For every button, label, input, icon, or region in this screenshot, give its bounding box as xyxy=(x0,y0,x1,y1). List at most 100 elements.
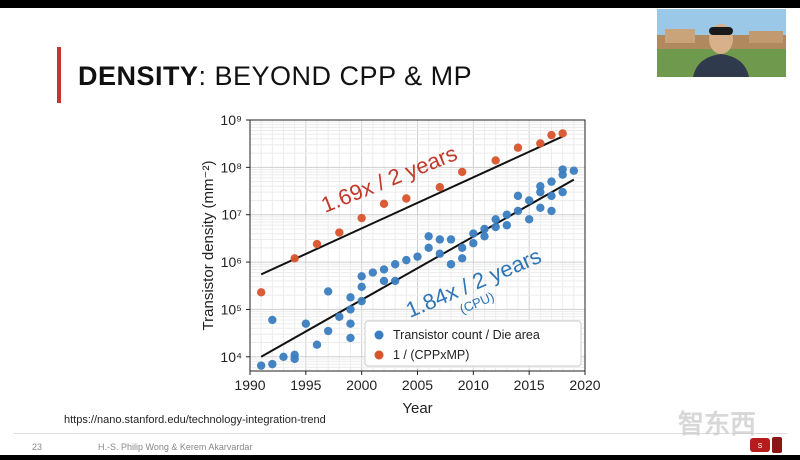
blue-data-point xyxy=(256,361,266,370)
chart-legend: Transistor count / Die area 1 / (CPPxMP) xyxy=(364,320,582,367)
x-tick-label: 1990 xyxy=(234,377,265,393)
blue-data-point xyxy=(536,182,545,191)
title-rest: : BEYOND CPP & MP xyxy=(198,61,473,91)
footer-divider xyxy=(14,433,787,434)
x-tick-label: 2020 xyxy=(569,377,600,393)
blue-data-point xyxy=(502,221,512,230)
blue-data-point xyxy=(301,319,311,328)
speaker-video-thumbnail[interactable] xyxy=(657,9,786,77)
blue-data-point xyxy=(524,215,534,224)
density-chart: 1990 1995 2000 2005 2010 2015 2020 10⁴ 10⁵ 10⁶ 10⁷… xyxy=(200,112,601,417)
watermark-logo: 智东西 xyxy=(678,409,757,439)
blue-data-point xyxy=(390,276,400,286)
red-data-point xyxy=(290,254,299,263)
blue-data-point xyxy=(435,235,445,244)
legend-marker-blue xyxy=(374,330,384,340)
source-url: https://nano.stanford.edu/technology-int… xyxy=(64,414,326,426)
blue-data-point xyxy=(312,340,322,349)
x-tick-label: 2010 xyxy=(458,377,489,393)
y-tick-label: 10⁷ xyxy=(221,207,242,223)
blue-data-point xyxy=(558,187,567,197)
red-data-point xyxy=(335,228,344,237)
legend-box xyxy=(364,320,582,367)
blue-data-point xyxy=(357,296,366,306)
blue-data-point xyxy=(558,165,567,174)
data-points xyxy=(256,129,579,370)
x-tick-label: 1995 xyxy=(290,377,321,393)
webcam-feed-icon xyxy=(657,9,786,77)
legend-label-blue: Transistor count / Die area xyxy=(393,328,540,342)
title-accent-bar xyxy=(57,47,61,103)
blue-data-point xyxy=(457,254,467,263)
blue-data-point xyxy=(290,350,299,360)
y-tick-label: 10⁴ xyxy=(220,349,242,365)
x-axis-label: Year xyxy=(402,400,432,417)
blue-data-point xyxy=(513,191,523,201)
red-data-point xyxy=(457,167,467,177)
legend-label-red: 1 / (CPPxMP) xyxy=(393,348,469,362)
legend-marker-red xyxy=(374,350,384,360)
chart-grid xyxy=(249,119,586,371)
red-data-point xyxy=(536,139,545,148)
blue-data-point xyxy=(323,287,333,296)
blue-data-point xyxy=(446,260,456,269)
red-data-point xyxy=(513,143,523,152)
blue-data-point xyxy=(390,260,400,269)
blue-data-point xyxy=(335,312,344,321)
blue-data-point xyxy=(569,166,579,175)
y-tick-label: 10⁵ xyxy=(221,301,242,317)
blue-data-point xyxy=(402,255,411,265)
blue-data-point xyxy=(491,222,500,232)
red-data-point xyxy=(558,129,567,138)
blue-data-point xyxy=(457,243,467,253)
x-tick-label: 2005 xyxy=(402,377,433,393)
university-logo-icon: S xyxy=(750,437,782,453)
blue-data-point xyxy=(346,319,355,328)
blue-data-point xyxy=(524,196,534,205)
red-data-point xyxy=(491,156,500,165)
blue-data-point xyxy=(502,210,512,219)
red-data-point xyxy=(379,199,389,209)
blue-data-point xyxy=(469,229,478,238)
red-data-point xyxy=(435,183,445,192)
blue-data-point xyxy=(268,315,277,325)
y-tick-label: 10⁹ xyxy=(220,112,242,128)
blue-data-point xyxy=(413,252,422,261)
blue-data-point xyxy=(446,235,456,244)
blue-data-point xyxy=(424,243,433,253)
x-tick-label: 2015 xyxy=(514,377,545,393)
blue-data-point xyxy=(435,249,445,258)
red-data-point xyxy=(357,213,366,223)
blue-data-point xyxy=(469,239,478,248)
blue-data-point xyxy=(491,215,500,224)
blue-data-point xyxy=(547,191,556,201)
blue-data-point xyxy=(346,293,355,302)
blue-data-point xyxy=(268,359,277,369)
red-data-point xyxy=(256,288,266,297)
blue-data-point xyxy=(547,177,556,186)
blue-data-point xyxy=(323,326,333,336)
red-data-point xyxy=(312,239,322,249)
blue-data-point xyxy=(357,282,366,292)
blue-data-point xyxy=(513,206,523,216)
blue-data-point xyxy=(536,203,545,212)
blue-data-point xyxy=(536,187,545,197)
blue-data-point xyxy=(346,333,355,343)
blue-data-point xyxy=(368,268,378,277)
y-tick-label: 10⁸ xyxy=(221,159,243,175)
title-bold: DENSITY xyxy=(78,61,199,91)
slide: DENSITY: BEYOND CPP & MP 1990 1995 2000 200… xyxy=(0,8,800,455)
red-data-point xyxy=(402,194,411,203)
blue-data-point xyxy=(346,305,355,314)
blue-data-point xyxy=(279,352,288,361)
blue-data-point xyxy=(480,232,489,241)
page-number: 23 xyxy=(32,442,43,452)
red-trend-line xyxy=(260,135,564,276)
y-axis-label: Transistor density (mm⁻²) xyxy=(200,161,217,331)
red-data-point xyxy=(547,130,556,140)
footer-authors: H.-S. Philip Wong & Kerem Akarvardar xyxy=(98,442,253,452)
blue-data-point xyxy=(379,276,389,286)
blue-data-point xyxy=(480,224,489,234)
blue-data-point xyxy=(379,265,389,274)
svg-text:S: S xyxy=(758,443,763,450)
